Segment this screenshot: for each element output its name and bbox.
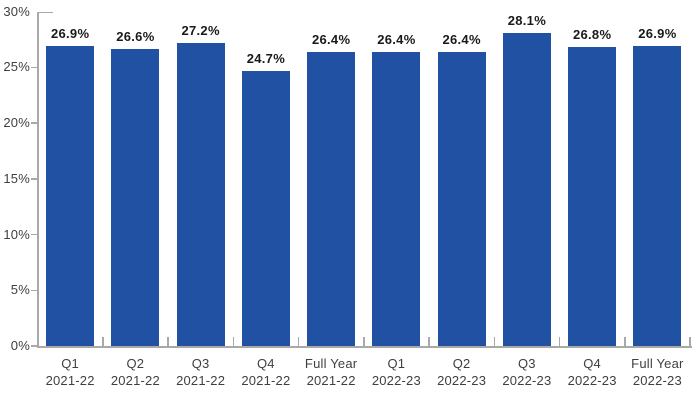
x-axis-category-label: Q2 2022-23 <box>416 355 508 389</box>
x-axis-tick-mark <box>102 337 104 346</box>
bar-value-label: 24.7% <box>246 50 286 66</box>
x-axis-category-label: Q2 2021-22 <box>89 355 181 389</box>
x-axis-category-line1: Q2 <box>452 356 471 371</box>
x-axis-category-label: Q3 2021-22 <box>155 355 247 389</box>
x-axis-category-line1: Full Year <box>304 356 358 371</box>
x-axis-category-line1: Q4 <box>257 356 275 371</box>
bar-value-label: 26.4% <box>311 31 351 47</box>
x-axis-category-line2: 2021-22 <box>45 373 95 388</box>
x-axis-tick-mark <box>363 337 365 346</box>
y-axis-tick-label: 0% <box>10 338 30 353</box>
x-axis-tick-mark <box>689 337 691 346</box>
bar-value-label: 26.9% <box>638 26 677 42</box>
x-axis-category-line1: Q4 <box>583 356 601 371</box>
x-axis-tick-mark <box>624 337 626 346</box>
y-axis-line <box>37 11 39 346</box>
x-axis-tick-mark <box>428 337 430 346</box>
bar <box>372 51 421 346</box>
x-axis-category-label: Full Year 2021-22 <box>285 355 377 389</box>
x-axis-category-line1: Q2 <box>126 356 145 371</box>
y-axis-tick-label: 30% <box>3 3 30 19</box>
y-axis-tick-mark <box>31 345 37 347</box>
x-axis-category-line2: 2021-22 <box>241 373 291 388</box>
y-axis-tick-mark <box>31 122 37 124</box>
y-axis-tick-mark <box>31 178 37 180</box>
x-axis-category-line2: 2022-23 <box>502 373 552 388</box>
y-axis-top-tick <box>38 11 53 13</box>
y-axis-tick-label: 15% <box>3 170 30 186</box>
x-axis-tick-mark <box>558 337 561 346</box>
bar <box>633 46 682 346</box>
bar <box>307 51 356 346</box>
y-axis-tick-mark <box>31 233 37 236</box>
bar-value-label: 26.6% <box>116 29 155 45</box>
bar-value-label: 26.9% <box>50 26 90 42</box>
y-axis-tick-mark <box>31 289 37 291</box>
x-axis-category-line1: Q3 <box>518 356 536 371</box>
bar-value-label: 26.4% <box>377 31 416 47</box>
x-axis-category-line2: 2022-23 <box>437 373 487 388</box>
x-axis-category-line2: 2022-23 <box>632 373 682 388</box>
bar <box>241 70 290 346</box>
bar-value-label: 26.4% <box>442 31 481 47</box>
bar <box>437 51 486 346</box>
x-axis-category-line1: Full Year <box>631 356 684 371</box>
x-axis-category-line1: Q3 <box>191 356 210 371</box>
x-axis-category-line1: Q1 <box>387 356 406 371</box>
bar <box>502 32 551 346</box>
y-axis-tick-label: 10% <box>3 226 30 242</box>
bar-value-label: 27.2% <box>181 22 220 38</box>
x-axis-tick-mark <box>232 337 234 346</box>
x-axis-category-line2: 2021-22 <box>176 373 226 388</box>
x-axis-category-line2: 2021-22 <box>110 373 160 388</box>
x-axis-category-line2: 2022-23 <box>567 373 617 388</box>
bar-value-label: 26.8% <box>572 27 612 43</box>
bar-value-label: 28.1% <box>507 12 547 28</box>
x-axis-line <box>37 346 692 348</box>
y-axis-tick-label: 20% <box>3 115 30 130</box>
bar <box>568 47 617 346</box>
x-axis-tick-mark <box>297 337 300 346</box>
bar <box>176 42 225 346</box>
y-axis-tick-mark <box>31 66 37 68</box>
bar <box>46 46 95 346</box>
x-axis-category-line2: 2021-22 <box>306 373 356 388</box>
x-axis-category-label: Q1 2021-22 <box>24 355 116 389</box>
x-axis-tick-mark <box>167 337 169 346</box>
x-axis-category-label: Q3 2022-23 <box>481 355 573 389</box>
x-axis-tick-mark <box>493 337 495 346</box>
y-axis-tick-label: 5% <box>10 282 30 298</box>
x-axis-category-label: Q4 2022-23 <box>546 355 638 389</box>
bar <box>111 49 160 346</box>
x-axis-category-label: Q4 2021-22 <box>220 355 312 389</box>
y-axis-tick-label: 25% <box>3 59 30 75</box>
x-axis-category-label: Full Year 2022-23 <box>611 355 700 389</box>
x-axis-category-line2: 2022-23 <box>371 373 421 388</box>
x-axis-category-label: Q1 2022-23 <box>350 355 442 389</box>
x-axis-category-line1: Q1 <box>61 356 79 371</box>
